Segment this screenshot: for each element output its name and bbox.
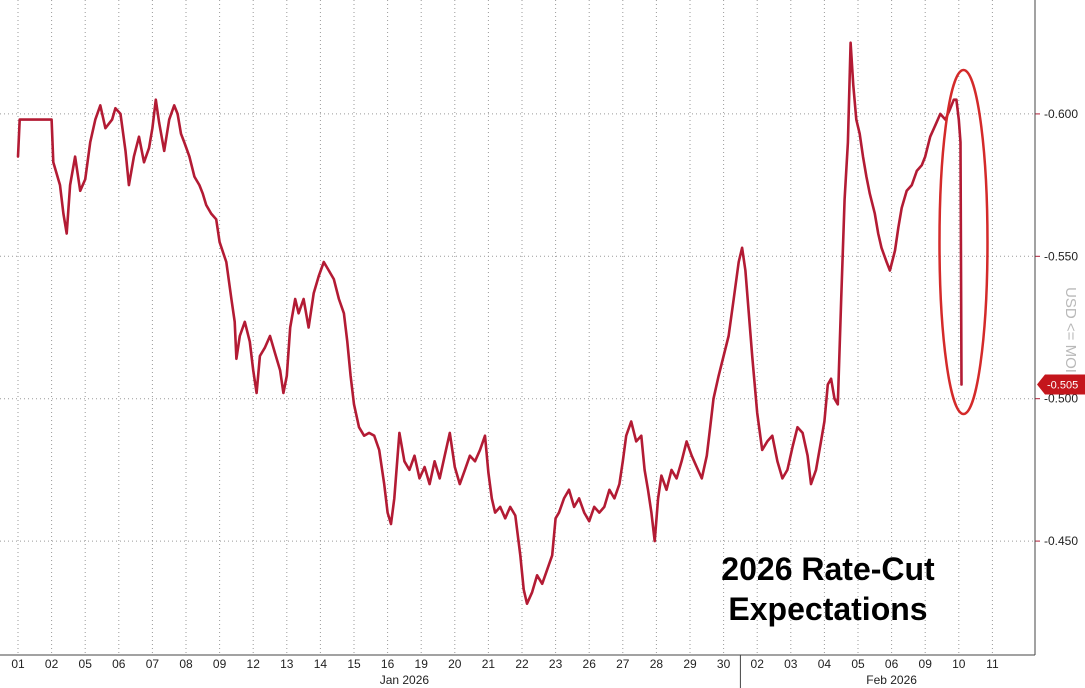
y-tick-label: -0.500 <box>1044 392 1078 406</box>
chart-title-line-1: 2026 Rate-Cut <box>721 551 935 587</box>
x-tick-label: 02 <box>751 657 765 671</box>
series-line <box>16 41 963 606</box>
x-tick-label: 09 <box>213 657 227 671</box>
x-tick-label: 06 <box>112 657 126 671</box>
x-tick-label: 29 <box>683 657 697 671</box>
month-label: Feb 2026 <box>866 673 917 687</box>
last-value-badge <box>1037 374 1085 395</box>
x-tick-label: 19 <box>415 657 429 671</box>
x-tick-label: 28 <box>650 657 664 671</box>
x-tick-label: 02 <box>45 657 59 671</box>
series-layer <box>16 41 963 606</box>
x-tick-label: 20 <box>448 657 462 671</box>
x-tick-label: 03 <box>784 657 798 671</box>
x-tick-label: 05 <box>79 657 93 671</box>
x-tick-label: 27 <box>616 657 630 671</box>
x-tick-label: 10 <box>952 657 966 671</box>
x-tick-label: 13 <box>280 657 294 671</box>
x-tick-label: 05 <box>851 657 865 671</box>
x-tick-label: 16 <box>381 657 395 671</box>
x-tick-label: 06 <box>885 657 899 671</box>
x-tick-label: 09 <box>919 657 933 671</box>
y-tick-label: -0.450 <box>1044 534 1078 548</box>
x-tick-label: 01 <box>11 657 25 671</box>
chart-title-line-2: Expectations <box>728 591 927 627</box>
x-tick-label: 12 <box>247 657 261 671</box>
last-value-label: -0.505 <box>1047 379 1078 391</box>
x-tick-label: 08 <box>179 657 193 671</box>
x-tick-label: 04 <box>818 657 832 671</box>
x-tick-label: 15 <box>347 657 361 671</box>
x-tick-label: 21 <box>482 657 496 671</box>
y-axis-label: USD <= MOI <box>1062 287 1079 373</box>
x-tick-label: 14 <box>314 657 328 671</box>
highlight-ellipse <box>938 68 989 416</box>
y-tick-label: -0.600 <box>1044 107 1078 121</box>
y-tick-label: -0.550 <box>1044 249 1078 263</box>
annotations: -0.505 <box>938 68 1085 416</box>
month-label: Jan 2026 <box>380 673 430 687</box>
x-tick-label: 11 <box>986 657 999 671</box>
x-tick-label: 26 <box>583 657 597 671</box>
x-tick-label: 30 <box>717 657 731 671</box>
x-tick-label: 07 <box>146 657 160 671</box>
x-tick-label: 23 <box>549 657 563 671</box>
x-tick-label: 22 <box>515 657 529 671</box>
